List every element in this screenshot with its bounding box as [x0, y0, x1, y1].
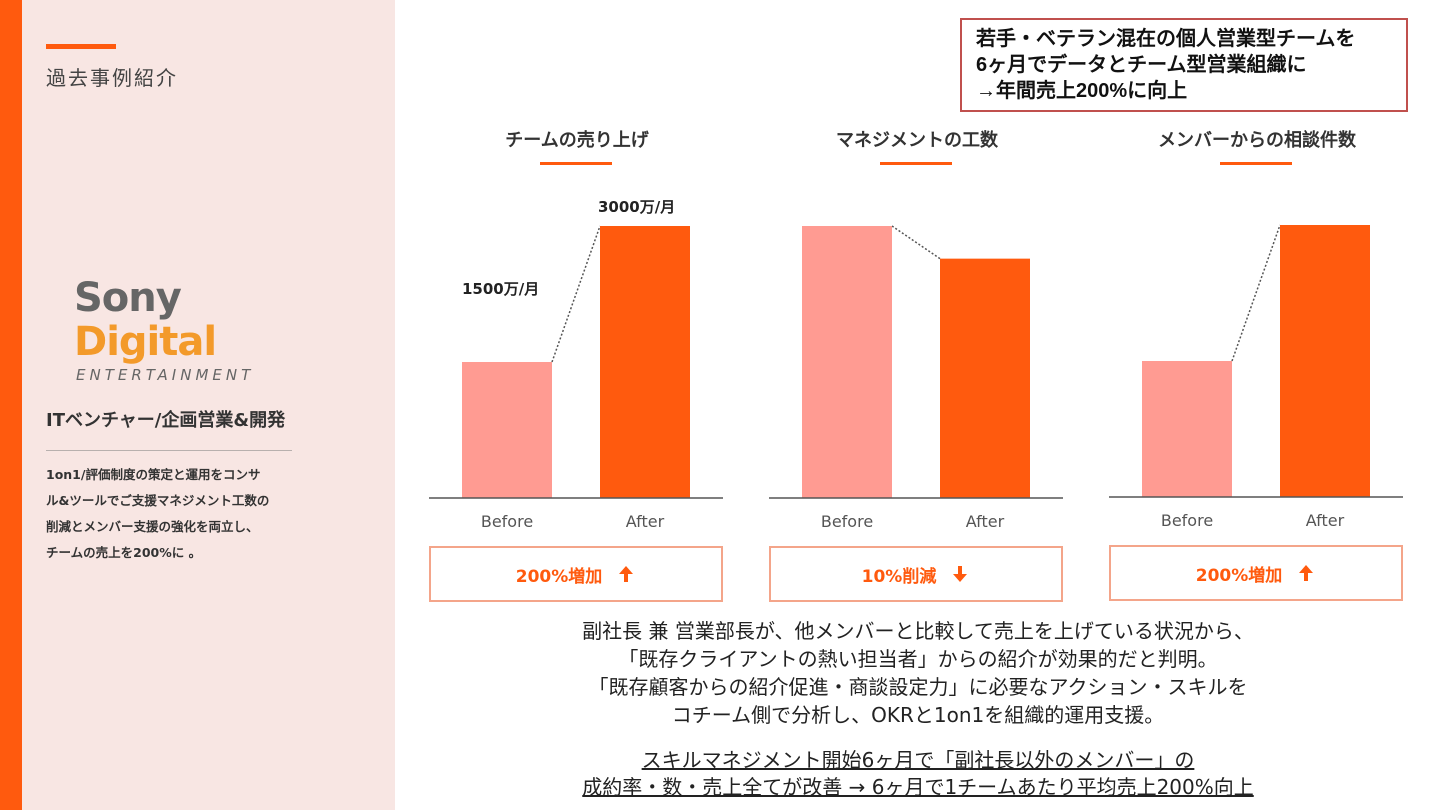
chart-title-underline: [880, 162, 952, 165]
result-badge-consultations: 200%増加: [1109, 545, 1403, 601]
bar-after: [600, 226, 690, 498]
case-description: 1on1/評価制度の策定と運用をコンサ ル&ツールでご支援マネジメント工数の 削…: [46, 462, 346, 566]
analysis-text: 副社長 兼 営業部長が、他メンバーと比較して売上を上げている状況から、 「既存ク…: [430, 617, 1406, 729]
description-line: ル&ツールでご支援マネジメント工数の: [46, 493, 270, 508]
callout-line: 6ヶ月でデータとチーム型営業組織に: [976, 54, 1307, 76]
result-badge-management: 10%削減: [769, 546, 1063, 602]
bar-data-label: 3000万/月: [598, 198, 675, 216]
analysis-line: 「既存顧客からの紹介促進・商談設定力」に必要なアクション・スキルを: [588, 675, 1248, 699]
sidebar: [22, 0, 395, 810]
chart-consultations: Before After: [1109, 224, 1403, 530]
bar-connector-line: [1231, 224, 1281, 362]
analysis-line: 「既存クライアントの熱い担当者」からの紹介が効果的だと判明。: [618, 647, 1218, 671]
bar-before: [1142, 361, 1232, 497]
chart-title-consultations: メンバーからの相談件数: [1158, 130, 1356, 151]
chart-sales: Before 1500万/月 After 3000万/月: [429, 198, 723, 531]
category-tick-label: Before: [481, 512, 533, 531]
chart-title-underline: [540, 162, 612, 165]
arrow-up-icon: [1299, 565, 1314, 581]
logo-text-accent: Digital: [74, 319, 217, 365]
accent-stripe: [0, 0, 22, 810]
category-tick-label: Before: [1161, 511, 1213, 530]
analysis-line: 副社長 兼 営業部長が、他メンバーと比較して売上を上げている状況から、: [582, 619, 1254, 643]
category-tick-label: After: [1306, 511, 1345, 530]
chart-title-sales: チームの売り上げ: [505, 130, 649, 151]
bar-before: [802, 226, 892, 498]
arrow-down-icon: [953, 566, 968, 582]
arrow-up-icon: [619, 566, 634, 582]
category-tick-label: After: [966, 512, 1005, 531]
section-title: 過去事例紹介: [46, 66, 178, 90]
callout-line: 若手・ベテラン混在の個人営業型チームを: [976, 28, 1356, 50]
description-line: チームの売上を200%に 。: [46, 545, 202, 560]
section-accent-bar: [46, 44, 116, 49]
result-label: 200%増加: [515, 566, 603, 587]
bar-connector-line: [551, 225, 601, 363]
company-logo: Sony Digital ENTERTAINMENT: [74, 276, 334, 384]
description-line: 1on1/評価制度の策定と運用をコンサ: [46, 467, 261, 482]
analysis-line: コチーム側で分析し、OKRと1on1を組織的運用支援。: [671, 703, 1165, 727]
result-label: 10%削減: [861, 566, 937, 587]
logo-text-main: Sony: [74, 275, 182, 321]
summary-callout: 若手・ベテラン混在の個人営業型チームを 6ヶ月でデータとチーム型営業組織に →年…: [960, 18, 1408, 112]
conclusion-line: スキルマネジメント開始6ヶ月で「副社長以外のメンバー」の: [641, 748, 1195, 772]
chart-title-management: マネジメントの工数: [836, 130, 998, 151]
callout-line: →年間売上200%に向上: [976, 80, 1188, 102]
result-badge-sales: 200%増加: [429, 546, 723, 602]
chart-management: Before After: [769, 225, 1063, 531]
conclusion-text: スキルマネジメント開始6ヶ月で「副社長以外のメンバー」の 成約率・数・売上全てが…: [430, 747, 1406, 801]
logo-wordmark: Sony Digital: [74, 276, 334, 364]
result-label: 200%増加: [1195, 565, 1283, 586]
conclusion-line: 成約率・数・売上全てが改善 → 6ヶ月で1チームあたり平均売上200%向上: [582, 775, 1254, 799]
logo-subtext: ENTERTAINMENT: [76, 366, 255, 384]
chart-title-underline: [1220, 162, 1292, 165]
bar-connector-line: [891, 225, 941, 260]
bar-data-label: 1500万/月: [462, 280, 539, 298]
sidebar-divider: [46, 450, 292, 451]
bar-after: [1280, 225, 1370, 497]
company-title: ITベンチャー/企画営業&開発: [46, 410, 286, 431]
category-tick-label: Before: [821, 512, 873, 531]
category-tick-label: After: [626, 512, 665, 531]
description-line: 削減とメンバー支援の強化を両立し、: [46, 519, 259, 534]
bar-after: [940, 258, 1030, 498]
bar-before: [462, 362, 552, 498]
